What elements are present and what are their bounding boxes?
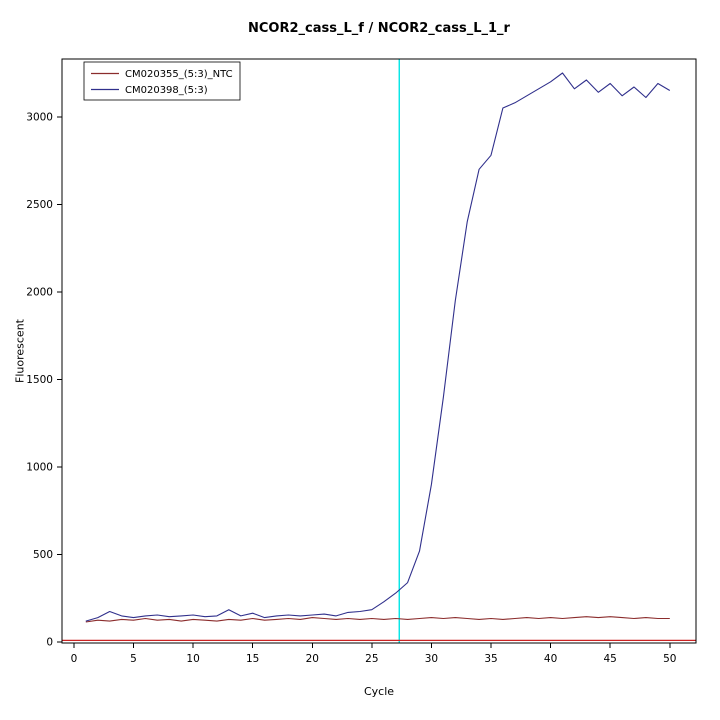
x-tick-label: 0	[71, 653, 78, 665]
chart-title: NCOR2_cass_L_f / NCOR2_cass_L_1_r	[248, 21, 510, 36]
x-tick-label: 50	[663, 653, 676, 665]
x-tick-label: 5	[130, 653, 137, 665]
legend-label: CM020355_(5:3)_NTC	[125, 69, 233, 80]
x-tick-label: 20	[306, 653, 319, 665]
y-tick-label: 2500	[26, 199, 53, 211]
y-tick-label: 3000	[26, 111, 53, 123]
y-tick-label: 2000	[26, 286, 53, 298]
legend-label: CM020398_(5:3)	[125, 85, 208, 96]
series-line-sample	[85, 72, 671, 622]
x-tick-label: 30	[425, 653, 438, 665]
x-tick-label: 40	[544, 653, 557, 665]
x-axis-label: Cycle	[363, 685, 395, 698]
x-tick-label: 35	[484, 653, 497, 665]
y-tick-label: 1500	[26, 374, 53, 386]
x-tick-label: 45	[604, 653, 617, 665]
series-line-ntc	[85, 616, 670, 623]
legend-box	[83, 61, 241, 101]
x-tick-label: 15	[246, 653, 259, 665]
y-tick-label: 1000	[26, 462, 53, 474]
y-tick-label: 500	[33, 549, 53, 561]
plot-border	[61, 58, 697, 644]
y-tick-label: 0	[46, 637, 53, 649]
x-tick-label: 25	[365, 653, 378, 665]
x-tick-label: 10	[186, 653, 199, 665]
